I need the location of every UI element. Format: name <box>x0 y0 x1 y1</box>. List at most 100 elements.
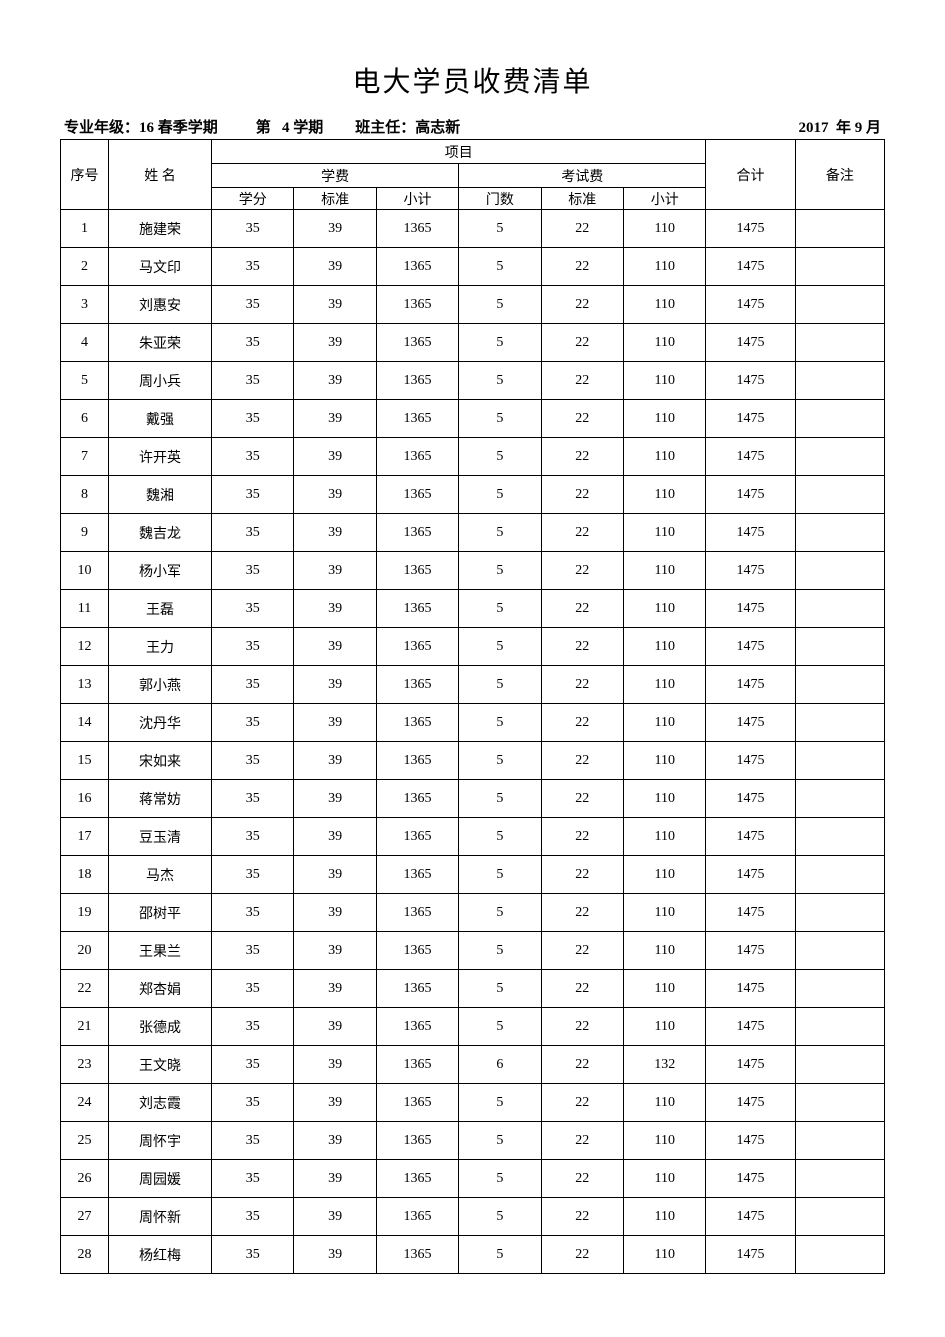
cell-courses: 5 <box>459 970 541 1008</box>
cell-tsub: 1365 <box>376 1046 458 1084</box>
cell-credit: 35 <box>212 438 294 476</box>
cell-courses: 5 <box>459 286 541 324</box>
cell-idx: 15 <box>61 742 109 780</box>
cell-credit: 35 <box>212 1084 294 1122</box>
cell-esub: 110 <box>624 514 706 552</box>
cell-credit: 35 <box>212 932 294 970</box>
cell-erate: 22 <box>541 856 623 894</box>
cell-courses: 5 <box>459 552 541 590</box>
cell-note <box>795 932 884 970</box>
cell-rate: 39 <box>294 438 376 476</box>
cell-esub: 110 <box>624 210 706 248</box>
cell-idx: 10 <box>61 552 109 590</box>
cell-esub: 110 <box>624 438 706 476</box>
cell-courses: 5 <box>459 932 541 970</box>
cell-tsub: 1365 <box>376 210 458 248</box>
cell-rate: 39 <box>294 248 376 286</box>
col-idx: 序号 <box>61 140 109 210</box>
cell-idx: 26 <box>61 1160 109 1198</box>
cell-name: 王文晓 <box>109 1046 212 1084</box>
cell-total: 1475 <box>706 1084 795 1122</box>
cell-erate: 22 <box>541 1236 623 1274</box>
cell-credit: 35 <box>212 970 294 1008</box>
cell-total: 1475 <box>706 666 795 704</box>
cell-erate: 22 <box>541 742 623 780</box>
cell-idx: 25 <box>61 1122 109 1160</box>
col-tuition: 学费 <box>212 164 459 188</box>
cell-tsub: 1365 <box>376 666 458 704</box>
cell-rate: 39 <box>294 1008 376 1046</box>
cell-name: 戴强 <box>109 400 212 438</box>
cell-credit: 35 <box>212 590 294 628</box>
cell-total: 1475 <box>706 1160 795 1198</box>
cell-esub: 110 <box>624 248 706 286</box>
cell-rate: 39 <box>294 894 376 932</box>
cell-tsub: 1365 <box>376 362 458 400</box>
cell-credit: 35 <box>212 894 294 932</box>
cell-total: 1475 <box>706 818 795 856</box>
cell-idx: 27 <box>61 1198 109 1236</box>
cell-total: 1475 <box>706 628 795 666</box>
cell-courses: 5 <box>459 1198 541 1236</box>
cell-total: 1475 <box>706 552 795 590</box>
cell-name: 郭小燕 <box>109 666 212 704</box>
cell-erate: 22 <box>541 1046 623 1084</box>
cell-esub: 110 <box>624 932 706 970</box>
sub-header: 专业年级：16 春季学期 第 4 学期 班主任：高志新 2017 年 9 月 <box>60 116 885 137</box>
cell-name: 魏吉龙 <box>109 514 212 552</box>
table-row: 13郭小燕353913655221101475 <box>61 666 885 704</box>
cell-note <box>795 628 884 666</box>
cell-name: 魏湘 <box>109 476 212 514</box>
cell-idx: 24 <box>61 1084 109 1122</box>
cell-total: 1475 <box>706 362 795 400</box>
cell-note <box>795 286 884 324</box>
cell-note <box>795 894 884 932</box>
cell-name: 施建荣 <box>109 210 212 248</box>
cell-tsub: 1365 <box>376 438 458 476</box>
cell-erate: 22 <box>541 210 623 248</box>
cell-note <box>795 1236 884 1274</box>
cell-esub: 110 <box>624 666 706 704</box>
cell-tsub: 1365 <box>376 1084 458 1122</box>
cell-rate: 39 <box>294 1046 376 1084</box>
table-row: 26周园媛353913655221101475 <box>61 1160 885 1198</box>
cell-total: 1475 <box>706 324 795 362</box>
cell-rate: 39 <box>294 210 376 248</box>
cell-credit: 35 <box>212 704 294 742</box>
col-courses: 门数 <box>459 188 541 210</box>
cell-idx: 9 <box>61 514 109 552</box>
col-rate: 标准 <box>294 188 376 210</box>
cell-tsub: 1365 <box>376 552 458 590</box>
cell-courses: 5 <box>459 210 541 248</box>
cell-idx: 22 <box>61 970 109 1008</box>
cell-name: 刘志霞 <box>109 1084 212 1122</box>
cell-total: 1475 <box>706 1046 795 1084</box>
cell-esub: 110 <box>624 286 706 324</box>
table-row: 19邵树平353913655221101475 <box>61 894 885 932</box>
cell-note <box>795 1160 884 1198</box>
cell-courses: 5 <box>459 666 541 704</box>
table-row: 8魏湘353913655221101475 <box>61 476 885 514</box>
cell-erate: 22 <box>541 286 623 324</box>
cell-erate: 22 <box>541 1084 623 1122</box>
cell-note <box>795 1084 884 1122</box>
cell-credit: 35 <box>212 856 294 894</box>
cell-esub: 110 <box>624 856 706 894</box>
table-row: 9魏吉龙353913655221101475 <box>61 514 885 552</box>
cell-tsub: 1365 <box>376 818 458 856</box>
cell-credit: 35 <box>212 818 294 856</box>
table-row: 20王果兰353913655221101475 <box>61 932 885 970</box>
cell-rate: 39 <box>294 286 376 324</box>
cell-esub: 132 <box>624 1046 706 1084</box>
cell-total: 1475 <box>706 514 795 552</box>
cell-name: 王力 <box>109 628 212 666</box>
cell-esub: 110 <box>624 1236 706 1274</box>
cell-courses: 5 <box>459 324 541 362</box>
cell-name: 周怀宇 <box>109 1122 212 1160</box>
cell-erate: 22 <box>541 362 623 400</box>
cell-note <box>795 552 884 590</box>
cell-rate: 39 <box>294 476 376 514</box>
cell-note <box>795 590 884 628</box>
sub-seg-teacher: 班主任：高志新 <box>355 116 460 137</box>
fee-table: 序号 姓 名 项目 合计 备注 学费 考试费 学分 标准 小计 门数 标准 小计… <box>60 139 885 1274</box>
